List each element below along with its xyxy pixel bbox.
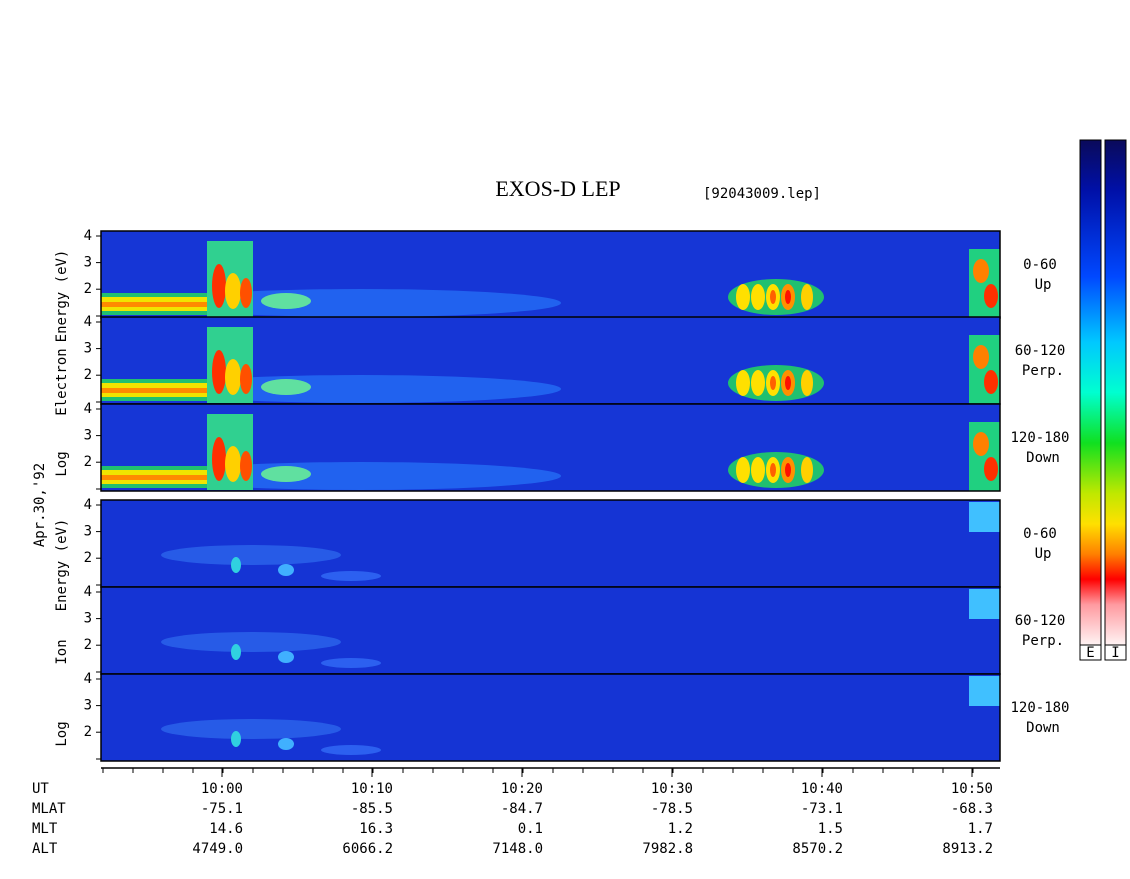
spectrogram-panel: [101, 587, 1000, 674]
color-bar-label: E: [1086, 645, 1094, 661]
spectrogram-panel: [101, 500, 1000, 587]
y-tick-label: 3: [84, 611, 92, 627]
color-bar: [1104, 139, 1127, 646]
y-tick-label: 2: [84, 454, 92, 470]
y-tick-label: 4: [84, 228, 92, 244]
ephemeris-value: 10:20: [501, 781, 543, 797]
ephemeris-value: -85.5: [351, 801, 393, 817]
spectrogram-panel: [101, 317, 1000, 404]
ephemeris-value: -75.1: [201, 801, 243, 817]
panel-frame: [100, 403, 1001, 492]
y-tick-label: 4: [84, 497, 92, 513]
angle-range: 60-120: [1015, 343, 1066, 359]
direction: Perp.: [1022, 363, 1064, 379]
y-tick-label: 3: [84, 341, 92, 357]
spectrogram-panel: [101, 674, 1000, 761]
y-tick-label: 4: [84, 314, 92, 330]
ephemeris-row-name: ALT: [32, 841, 58, 857]
y-tick-label: 3: [84, 524, 92, 540]
ephemeris-value: 7982.8: [642, 841, 693, 857]
ephemeris-value: 14.6: [209, 821, 243, 837]
ephemeris-row-name: UT: [32, 781, 49, 797]
y-tick-label: 4: [84, 584, 92, 600]
angle-range: 60-120: [1015, 613, 1066, 629]
ephemeris-value: 8913.2: [942, 841, 993, 857]
y-tick-label: 4: [84, 401, 92, 417]
axis-label: Log: [54, 721, 70, 746]
direction: Up: [1035, 277, 1052, 293]
y-tick-label: 2: [84, 281, 92, 297]
direction: Down: [1026, 450, 1060, 466]
ephemeris-value: 4749.0: [192, 841, 243, 857]
ephemeris-value: 0.1: [518, 821, 543, 837]
y-tick-label: 2: [84, 724, 92, 740]
ephemeris-value: 7148.0: [492, 841, 543, 857]
y-tick-label: 2: [84, 367, 92, 383]
ephemeris-value: 10:10: [351, 781, 393, 797]
angle-range: 0-60: [1023, 526, 1057, 542]
date-label: Apr.30,'92: [32, 463, 48, 547]
color-bar-label-box: [1079, 644, 1102, 661]
y-tick-label: 3: [84, 255, 92, 271]
ephemeris-value: 10:30: [651, 781, 693, 797]
angle-range: 0-60: [1023, 257, 1057, 273]
ephemeris-value: 10:40: [801, 781, 843, 797]
y-tick-label: 4: [84, 671, 92, 687]
direction: Perp.: [1022, 633, 1064, 649]
spectrogram-panel: [101, 404, 1000, 491]
color-bar: [1079, 139, 1102, 646]
ephemeris-value: 6066.2: [342, 841, 393, 857]
axis-label: Energy (eV): [54, 519, 70, 612]
file-name: [92043009.lep]: [703, 186, 821, 202]
y-tick-label: 3: [84, 428, 92, 444]
ephemeris-value: 16.3: [359, 821, 393, 837]
axis-label: Electron: [54, 348, 70, 415]
color-bar-label-box: [1104, 644, 1127, 661]
direction: Up: [1035, 546, 1052, 562]
ephemeris-value: 1.5: [818, 821, 843, 837]
ephemeris-value: 1.2: [668, 821, 693, 837]
y-tick-label: 2: [84, 637, 92, 653]
axis-label: Ion: [54, 639, 70, 664]
ephemeris-value: -78.5: [651, 801, 693, 817]
ephemeris-value: -73.1: [801, 801, 843, 817]
angle-range: 120-180: [1010, 430, 1069, 446]
axis-label: Energy (eV): [54, 250, 70, 343]
ephemeris-value: 1.7: [968, 821, 993, 837]
ephemeris-row-name: MLT: [32, 821, 58, 837]
direction: Down: [1026, 720, 1060, 736]
title: EXOS-D LEP: [495, 176, 620, 201]
ephemeris-value: 10:00: [201, 781, 243, 797]
y-tick-label: 3: [84, 698, 92, 714]
panel-frame: [100, 673, 1001, 762]
ephemeris-row-name: MLAT: [32, 801, 66, 817]
ephemeris-value: 10:50: [951, 781, 993, 797]
color-bar-label: I: [1111, 645, 1119, 661]
axis-label: Log: [54, 451, 70, 476]
y-tick-label: 2: [84, 550, 92, 566]
ephemeris-value: 8570.2: [792, 841, 843, 857]
angle-range: 120-180: [1010, 700, 1069, 716]
ephemeris-value: -84.7: [501, 801, 543, 817]
spectrogram-panel: [101, 231, 1000, 318]
ephemeris-value: -68.3: [951, 801, 993, 817]
